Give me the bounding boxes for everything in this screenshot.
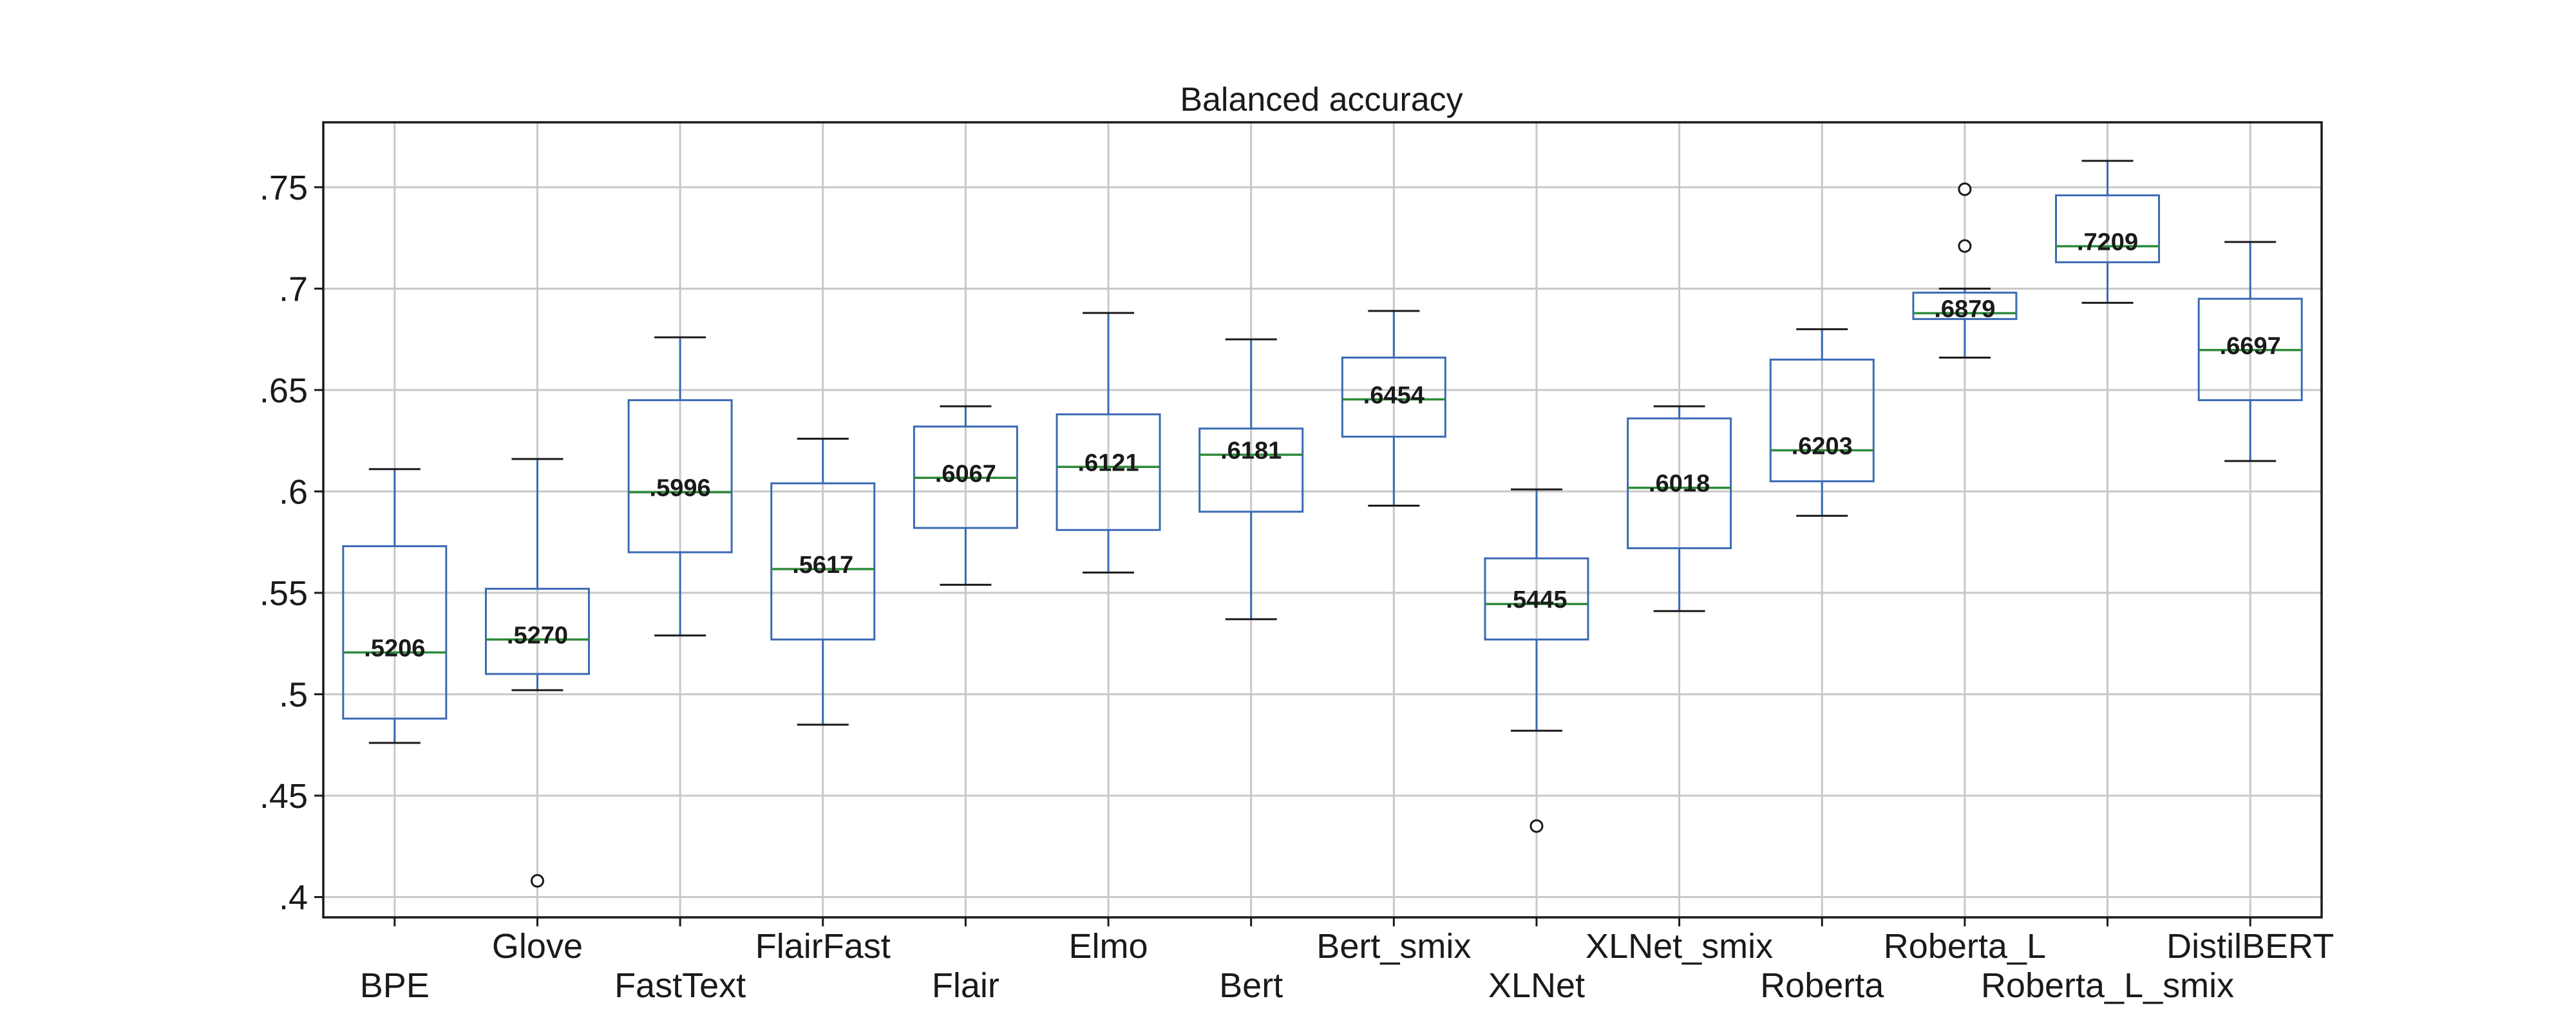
box-iqr [342, 545, 448, 720]
box-iqr [1341, 356, 1446, 438]
box-iqr [1484, 557, 1589, 641]
box-flairfast [770, 437, 876, 726]
plot-frame [322, 121, 2323, 919]
y-tick-label: .65 [260, 371, 308, 410]
outlier-point [1958, 239, 1972, 253]
box-roberta-l-smix [2055, 160, 2161, 304]
box-iqr [1769, 359, 1875, 483]
y-axis: .4 .45 .5 .55 .6 .65 .7 .75 [260, 169, 323, 917]
median-value-label: .6067 [935, 460, 996, 487]
y-tick-label: .55 [260, 574, 308, 613]
x-tick-label: FlairFast [755, 927, 891, 966]
median-value-label: .5617 [792, 552, 853, 579]
y-tick-label: .7 [279, 270, 308, 308]
box-flair [913, 405, 1018, 586]
x-tick-label: DistilBERT [2166, 927, 2334, 966]
box-iqr [1912, 292, 2018, 321]
median-value-label: .6879 [1934, 295, 1995, 323]
outlier-point [1530, 819, 1544, 833]
median-value-label: .6181 [1220, 437, 1282, 464]
x-tick-label: Elmo [1069, 927, 1148, 966]
outlier-point [1958, 182, 1972, 196]
box-bpe [342, 468, 448, 744]
chart-title: Balanced accuracy [1180, 81, 1463, 118]
x-tick-label: Glove [492, 927, 583, 966]
x-tick-label: Roberta_L [1884, 927, 2046, 966]
median-value-label: .5206 [364, 635, 425, 662]
box-fasttext [627, 336, 733, 637]
median-value-label: .6697 [2220, 333, 2281, 360]
y-tick-label: .6 [279, 473, 308, 511]
box-roberta [1769, 328, 1875, 517]
outlier-point [530, 874, 544, 888]
box-bert-smix [1341, 310, 1446, 507]
x-tick-label: Roberta_L_smix [1981, 966, 2234, 1005]
y-tick-label: .4 [279, 878, 308, 917]
median-value-label: .6018 [1649, 471, 1710, 498]
x-tick-label: Bert [1219, 966, 1283, 1005]
box-roberta-l [1912, 182, 2018, 359]
x-tick-label: Roberta [1760, 966, 1884, 1005]
box-iqr [770, 482, 876, 641]
box-series [342, 160, 2303, 888]
x-tick-label: FastText [614, 966, 746, 1005]
box-iqr [1627, 417, 1732, 550]
box-iqr [627, 399, 733, 554]
box-xlnet-smix [1627, 405, 1732, 612]
box-iqr [2055, 194, 2161, 263]
box-distilbert [2197, 241, 2303, 462]
box-xlnet [1484, 488, 1589, 833]
box-elmo [1056, 312, 1161, 574]
grid-lines [323, 122, 2322, 917]
x-tick-label: Bert_smix [1316, 927, 1471, 966]
y-tick-label: .45 [260, 777, 308, 816]
y-tick-label: .75 [260, 169, 308, 207]
median-value-label: .6121 [1077, 449, 1139, 476]
box-iqr [1198, 427, 1304, 513]
x-tick-label: XLNet_smix [1586, 927, 1773, 966]
x-tick-label: XLNet [1488, 966, 1585, 1005]
box-glove [484, 458, 590, 888]
median-value-label: .5996 [650, 475, 711, 502]
x-tick-label: BPE [360, 966, 430, 1005]
median-value-label: .5445 [1506, 586, 1567, 613]
median-value-label: .5270 [507, 622, 568, 649]
box-iqr [484, 588, 590, 675]
box-iqr [1056, 413, 1161, 531]
median-value-label: .6454 [1363, 382, 1425, 409]
median-labels: .5206 .5270 .5996 .5617 .6067 .6121 .6181 .6454… [364, 229, 2280, 662]
median-value-label: .6203 [1792, 433, 1853, 460]
box-bert [1198, 338, 1304, 621]
x-tick-label: Flair [932, 966, 999, 1005]
y-tick-label: .5 [279, 675, 308, 714]
median-value-label: .7209 [2077, 229, 2138, 256]
